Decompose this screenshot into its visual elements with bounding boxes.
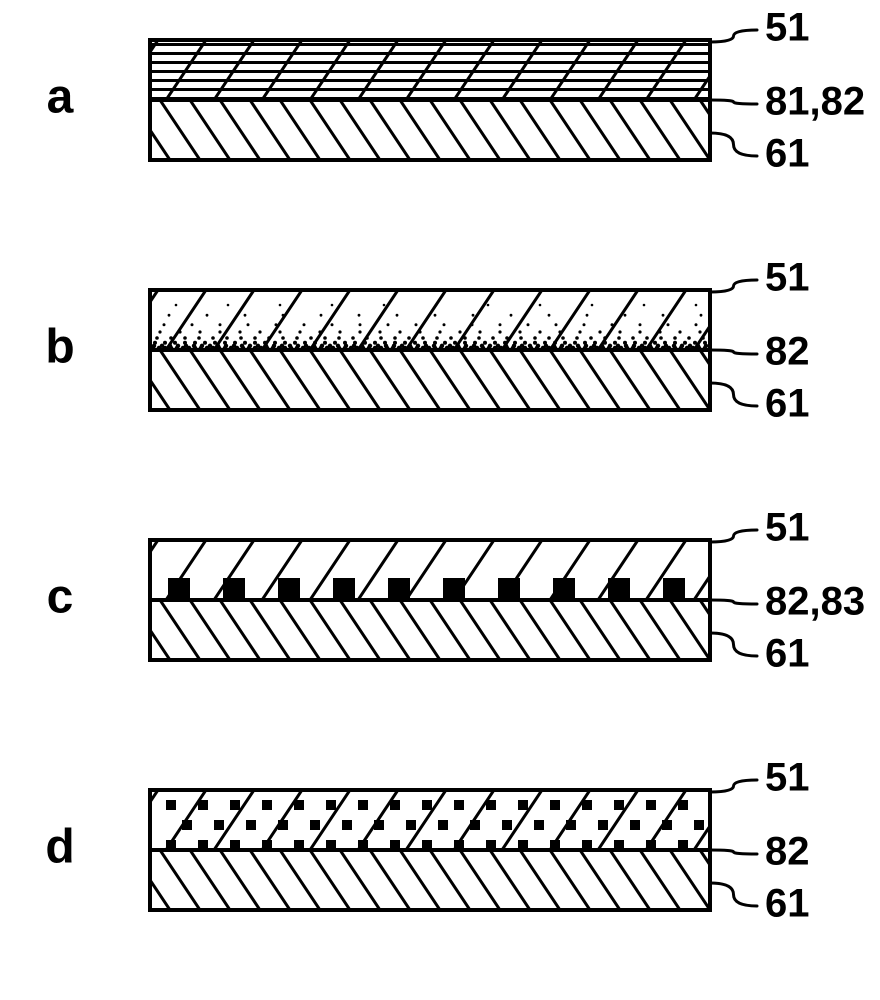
leader-label-b-2: 61	[765, 382, 810, 426]
row-label-d: d	[45, 821, 74, 874]
row-label-a: a	[47, 71, 74, 124]
figure-root: a 51 81,82 61 b 51 82 61 c 51 82,83 61 d 51 82 61	[0, 0, 880, 1000]
leader-label-c-2: 61	[765, 632, 810, 676]
leader-label-a-1: 81,82	[765, 80, 865, 124]
row-label-c: c	[47, 571, 74, 624]
leader-label-b-1: 82	[765, 330, 810, 374]
leader-label-c-1: 82,83	[765, 580, 865, 624]
leader-label-a-0: 51	[765, 6, 810, 50]
row-label-b: b	[45, 321, 74, 374]
leader-label-c-0: 51	[765, 506, 810, 550]
leader-label-d-1: 82	[765, 830, 810, 874]
leader-label-a-2: 61	[765, 132, 810, 176]
leader-label-d-2: 61	[765, 882, 810, 926]
leader-label-d-0: 51	[765, 756, 810, 800]
leader-label-b-0: 51	[765, 256, 810, 300]
